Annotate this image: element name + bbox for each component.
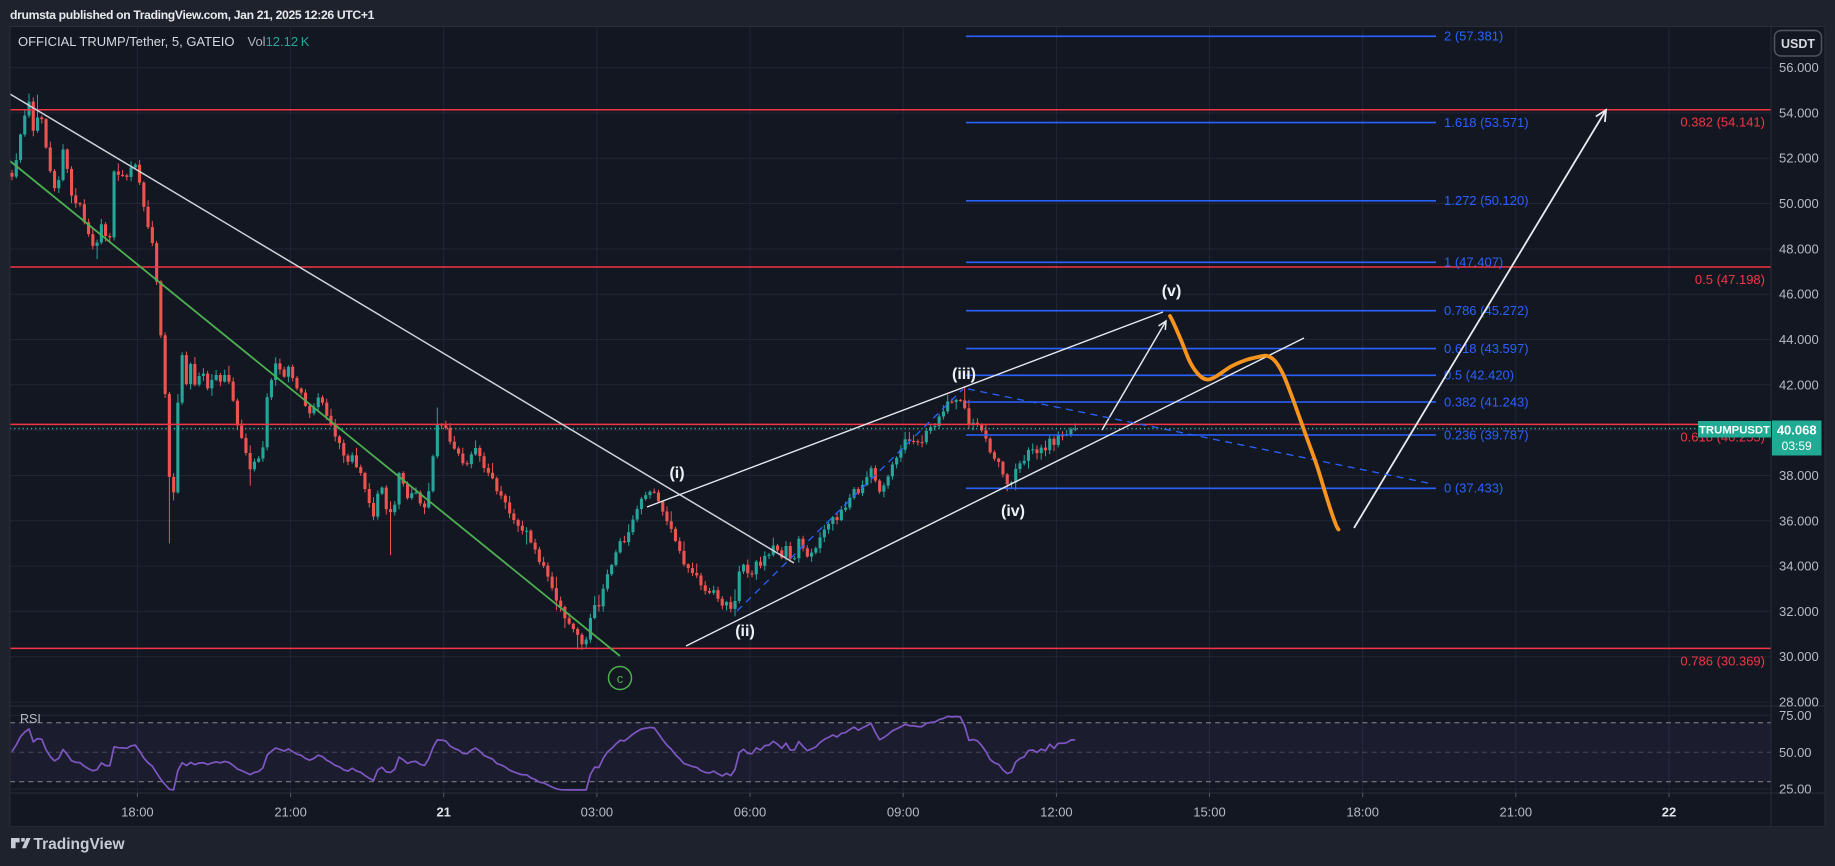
svg-text:50.00: 50.00 [1779,745,1812,760]
svg-text:25.00: 25.00 [1779,782,1812,797]
svg-text:OFFICIAL TRUMP/Tether, 5, GATE: OFFICIAL TRUMP/Tether, 5, GATEIO Vol12.1… [18,34,310,49]
svg-text:38.000: 38.000 [1779,468,1819,483]
svg-text:TRUMPUSDT: TRUMPUSDT [1699,425,1770,437]
svg-text:44.000: 44.000 [1779,332,1819,347]
svg-text:(v): (v) [1162,283,1182,300]
svg-text:03:59: 03:59 [1782,439,1812,453]
svg-text:52.000: 52.000 [1779,151,1819,166]
svg-text:21:00: 21:00 [1500,805,1533,820]
svg-text:15:00: 15:00 [1193,805,1226,820]
svg-text:2 (57.381): 2 (57.381) [1444,29,1503,44]
svg-text:34.000: 34.000 [1779,559,1819,574]
svg-text:(i): (i) [669,465,684,482]
svg-text:12:00: 12:00 [1040,805,1073,820]
svg-text:USDT: USDT [1781,37,1815,51]
svg-text:48.000: 48.000 [1779,241,1819,256]
svg-text:0.786 (45.272): 0.786 (45.272) [1444,303,1529,318]
svg-text:0.618 (43.597): 0.618 (43.597) [1444,341,1529,356]
svg-text:0.5 (42.420): 0.5 (42.420) [1444,368,1514,383]
svg-text:03:00: 03:00 [581,805,614,820]
svg-text:0.382 (54.141): 0.382 (54.141) [1680,115,1765,130]
svg-text:09:00: 09:00 [887,805,920,820]
svg-text:54.000: 54.000 [1779,105,1819,120]
svg-text:36.000: 36.000 [1779,513,1819,528]
svg-text:c: c [617,671,624,686]
svg-text:40.068: 40.068 [1777,423,1817,438]
svg-text:75.00: 75.00 [1779,708,1812,723]
svg-text:18:00: 18:00 [121,805,154,820]
svg-text:0 (37.433): 0 (37.433) [1444,481,1503,496]
svg-text:22: 22 [1662,805,1676,820]
svg-text:0.786 (30.369): 0.786 (30.369) [1680,653,1765,668]
svg-text:56.000: 56.000 [1779,60,1819,75]
svg-text:30.000: 30.000 [1779,649,1819,664]
svg-text:0.382 (41.243): 0.382 (41.243) [1444,394,1529,409]
svg-text:18:00: 18:00 [1346,805,1379,820]
svg-text:32.000: 32.000 [1779,604,1819,619]
svg-text:21: 21 [436,805,450,820]
svg-text:06:00: 06:00 [734,805,767,820]
svg-text:(ii): (ii) [735,623,755,640]
svg-text:(iv): (iv) [1001,503,1025,520]
svg-text:TradingView: TradingView [34,836,126,853]
svg-text:50.000: 50.000 [1779,196,1819,211]
svg-text:RSI: RSI [20,712,41,726]
svg-text:46.000: 46.000 [1779,287,1819,302]
svg-text:1 (47.407): 1 (47.407) [1444,255,1503,270]
svg-text:1.618 (53.571): 1.618 (53.571) [1444,115,1529,130]
svg-text:21:00: 21:00 [274,805,307,820]
svg-text:1.272 (50.120): 1.272 (50.120) [1444,193,1529,208]
svg-text:0.236 (39.787): 0.236 (39.787) [1444,427,1529,442]
svg-text:drumsta published on TradingVi: drumsta published on TradingView.com, Ja… [10,8,375,22]
svg-text:28.000: 28.000 [1779,695,1819,710]
svg-text:(iii): (iii) [952,366,976,383]
svg-text:0.5 (47.198): 0.5 (47.198) [1695,272,1765,287]
svg-text:42.000: 42.000 [1779,377,1819,392]
